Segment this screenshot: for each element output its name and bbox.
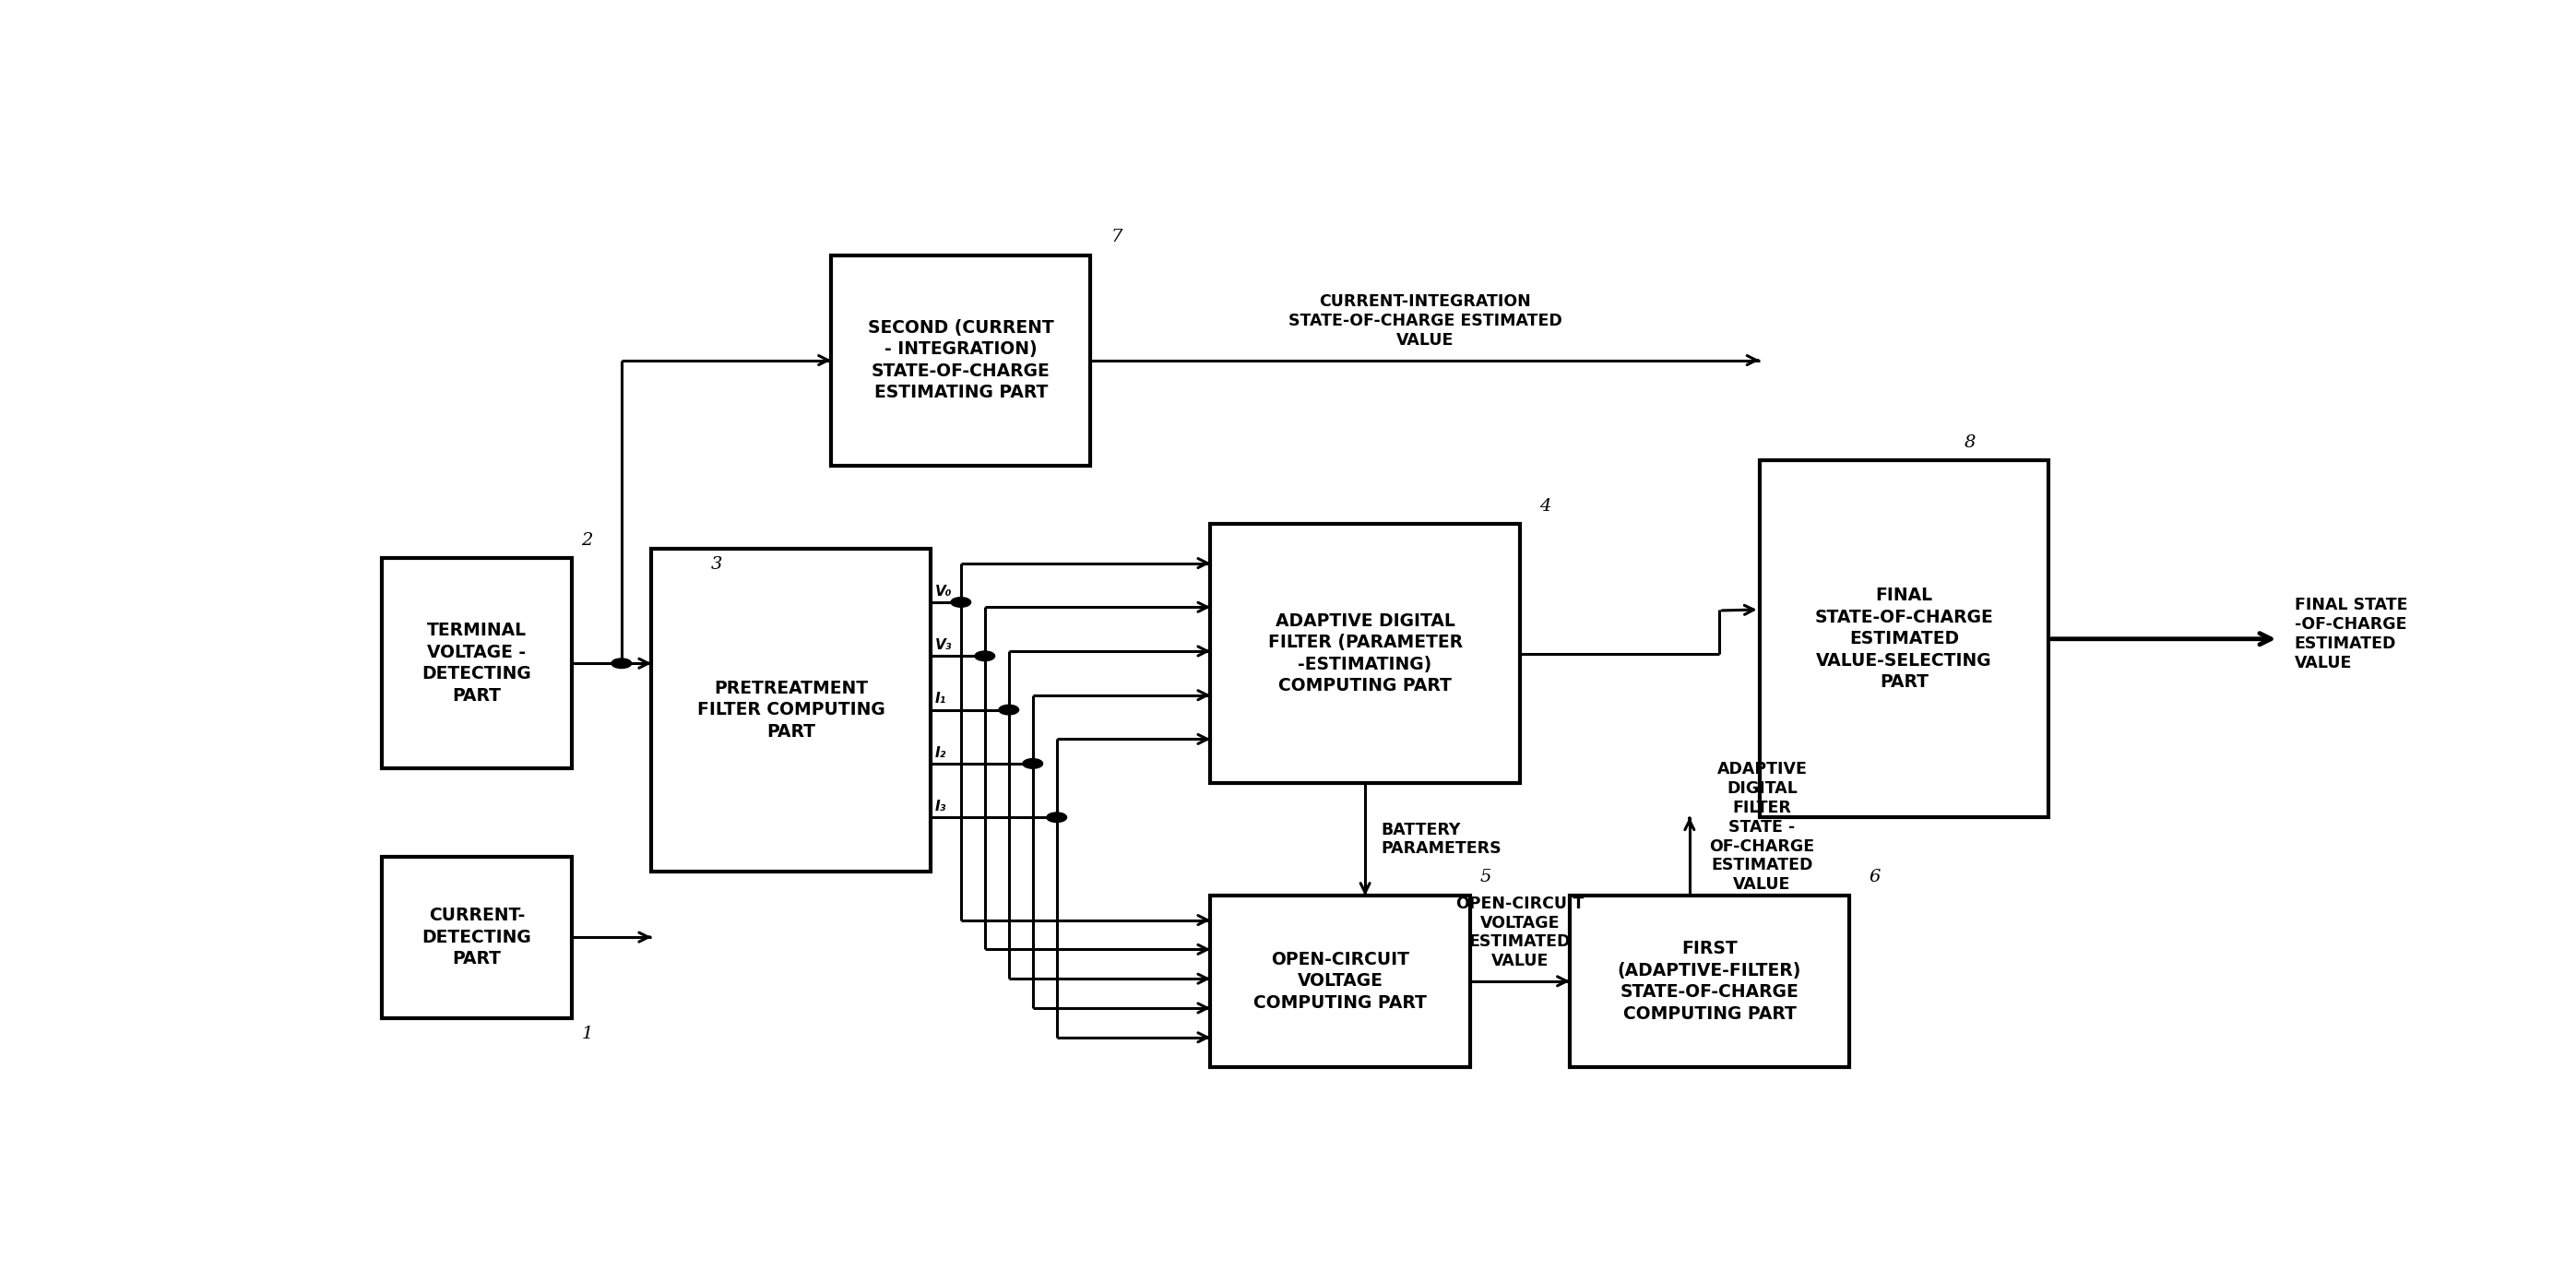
Text: 5: 5 <box>1481 869 1492 886</box>
Text: FIRST
(ADAPTIVE-FILTER)
STATE-OF-CHARGE
COMPUTING PART: FIRST (ADAPTIVE-FILTER) STATE-OF-CHARGE … <box>1618 940 1801 1022</box>
Text: OPEN-CIRCUIT
VOLTAGE
COMPUTING PART: OPEN-CIRCUIT VOLTAGE COMPUTING PART <box>1255 951 1427 1012</box>
Bar <box>1759 461 2048 818</box>
Text: 2: 2 <box>582 532 592 549</box>
Circle shape <box>974 652 994 660</box>
Text: PRETREATMENT
FILTER COMPUTING
PART: PRETREATMENT FILTER COMPUTING PART <box>698 679 886 740</box>
Text: 8: 8 <box>1963 434 1976 451</box>
Circle shape <box>611 658 631 668</box>
Text: FINAL STATE
-OF-CHARGE
ESTIMATED
VALUE: FINAL STATE -OF-CHARGE ESTIMATED VALUE <box>2295 597 2409 671</box>
Bar <box>381 856 572 1017</box>
Text: CURRENT-INTEGRATION
STATE-OF-CHARGE ESTIMATED
VALUE: CURRENT-INTEGRATION STATE-OF-CHARGE ESTI… <box>1288 293 1561 348</box>
Text: 1: 1 <box>582 1026 592 1043</box>
Text: BATTERY
PARAMETERS: BATTERY PARAMETERS <box>1381 822 1502 857</box>
Circle shape <box>1023 758 1043 768</box>
Text: 3: 3 <box>711 556 724 573</box>
Text: I₂: I₂ <box>935 745 945 759</box>
Text: I₃: I₃ <box>935 800 945 814</box>
Text: CURRENT-
DETECTING
PART: CURRENT- DETECTING PART <box>422 907 531 968</box>
Circle shape <box>1046 813 1066 822</box>
Text: ADAPTIVE DIGITAL
FILTER (PARAMETER
-ESTIMATING)
COMPUTING PART: ADAPTIVE DIGITAL FILTER (PARAMETER -ESTI… <box>1267 612 1463 695</box>
Text: TERMINAL
VOLTAGE -
DETECTING
PART: TERMINAL VOLTAGE - DETECTING PART <box>422 622 531 705</box>
Text: V₀: V₀ <box>935 584 953 598</box>
Bar <box>832 255 1090 465</box>
Text: I₁: I₁ <box>935 692 945 706</box>
Bar <box>381 559 572 768</box>
Text: SECOND (CURRENT
- INTEGRATION)
STATE-OF-CHARGE
ESTIMATING PART: SECOND (CURRENT - INTEGRATION) STATE-OF-… <box>868 319 1054 401</box>
Text: 4: 4 <box>1540 498 1551 514</box>
Text: 7: 7 <box>1110 229 1123 245</box>
Circle shape <box>999 705 1018 715</box>
Bar <box>1211 895 1471 1067</box>
Bar <box>652 549 930 871</box>
Text: 6: 6 <box>1870 869 1880 886</box>
Text: OPEN-CIRCUIT
VOLTAGE
ESTIMATED
VALUE: OPEN-CIRCUIT VOLTAGE ESTIMATED VALUE <box>1455 895 1584 969</box>
Text: ADAPTIVE
DIGITAL
FILTER
STATE -
OF-CHARGE
ESTIMATED
VALUE: ADAPTIVE DIGITAL FILTER STATE - OF-CHARG… <box>1710 761 1814 893</box>
Bar <box>1569 895 1850 1067</box>
Circle shape <box>951 597 971 607</box>
Text: FINAL
STATE-OF-CHARGE
ESTIMATED
VALUE-SELECTING
PART: FINAL STATE-OF-CHARGE ESTIMATED VALUE-SE… <box>1816 587 1994 691</box>
Bar <box>1211 525 1520 784</box>
Text: V₃: V₃ <box>935 639 953 652</box>
